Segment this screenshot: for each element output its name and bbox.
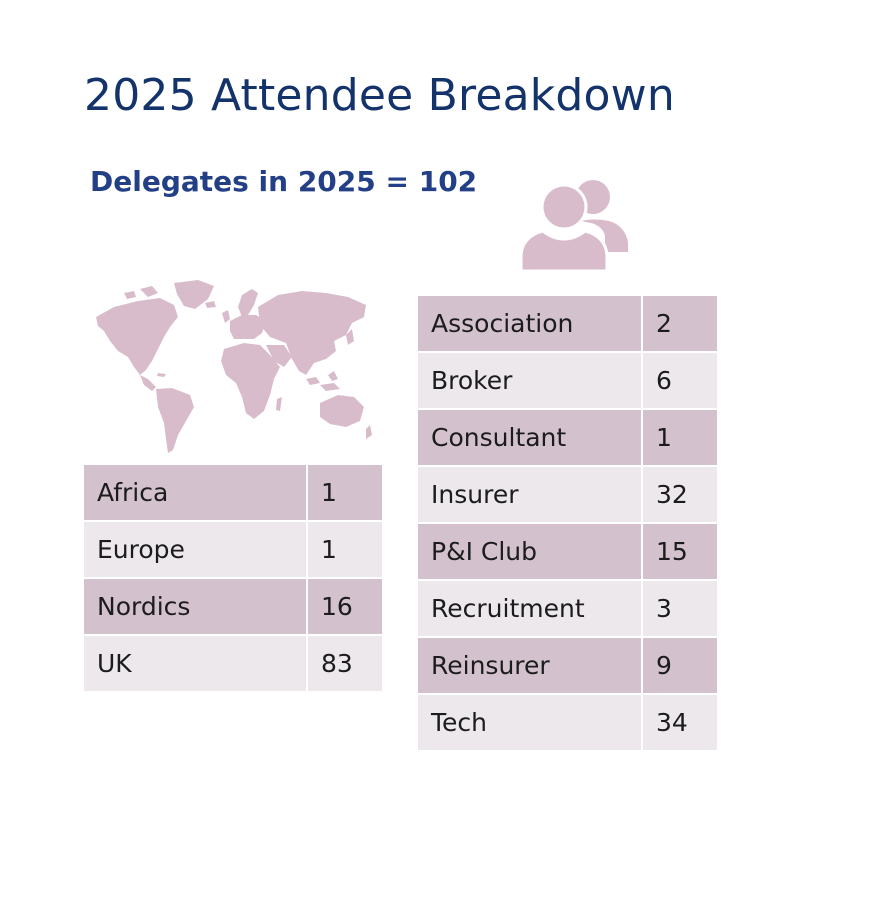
region-label: UK xyxy=(84,636,308,693)
sector-label: Reinsurer xyxy=(418,638,643,695)
sector-count: 3 xyxy=(643,581,717,638)
table-row: P&I Club 15 xyxy=(418,524,717,581)
sector-label: Tech xyxy=(418,695,643,752)
region-count: 83 xyxy=(308,636,382,693)
region-label: Europe xyxy=(84,522,308,579)
table-row: Tech 34 xyxy=(418,695,717,752)
sector-count: 6 xyxy=(643,353,717,410)
table-row: Broker 6 xyxy=(418,353,717,410)
table-row: Reinsurer 9 xyxy=(418,638,717,695)
table-row: Africa 1 xyxy=(84,465,382,522)
region-count: 16 xyxy=(308,579,382,636)
sector-count: 15 xyxy=(643,524,717,581)
table-row: Recruitment 3 xyxy=(418,581,717,638)
delegates-total: Delegates in 2025 = 102 xyxy=(90,165,478,198)
sector-label: Insurer xyxy=(418,467,643,524)
sector-label: Consultant xyxy=(418,410,643,467)
table-row: Nordics 16 xyxy=(84,579,382,636)
sector-label: Broker xyxy=(418,353,643,410)
table-row: Insurer 32 xyxy=(418,467,717,524)
sector-count: 1 xyxy=(643,410,717,467)
page-title: 2025 Attendee Breakdown xyxy=(84,70,675,121)
table-row: Association 2 xyxy=(418,296,717,353)
people-icon xyxy=(519,180,628,271)
sector-table: Association 2 Broker 6 Consultant 1 Insu… xyxy=(418,296,717,752)
region-label: Africa xyxy=(84,465,308,522)
sector-count: 32 xyxy=(643,467,717,524)
table-row: UK 83 xyxy=(84,636,382,693)
sector-count: 34 xyxy=(643,695,717,752)
region-table: Africa 1 Europe 1 Nordics 16 UK 83 xyxy=(84,465,382,693)
region-count: 1 xyxy=(308,522,382,579)
table-row: Europe 1 xyxy=(84,522,382,579)
sector-count: 9 xyxy=(643,638,717,695)
sector-label: P&I Club xyxy=(418,524,643,581)
sector-label: Recruitment xyxy=(418,581,643,638)
world-map-icon xyxy=(96,280,372,453)
region-label: Nordics xyxy=(84,579,308,636)
sector-label: Association xyxy=(418,296,643,353)
table-row: Consultant 1 xyxy=(418,410,717,467)
sector-count: 2 xyxy=(643,296,717,353)
region-count: 1 xyxy=(308,465,382,522)
